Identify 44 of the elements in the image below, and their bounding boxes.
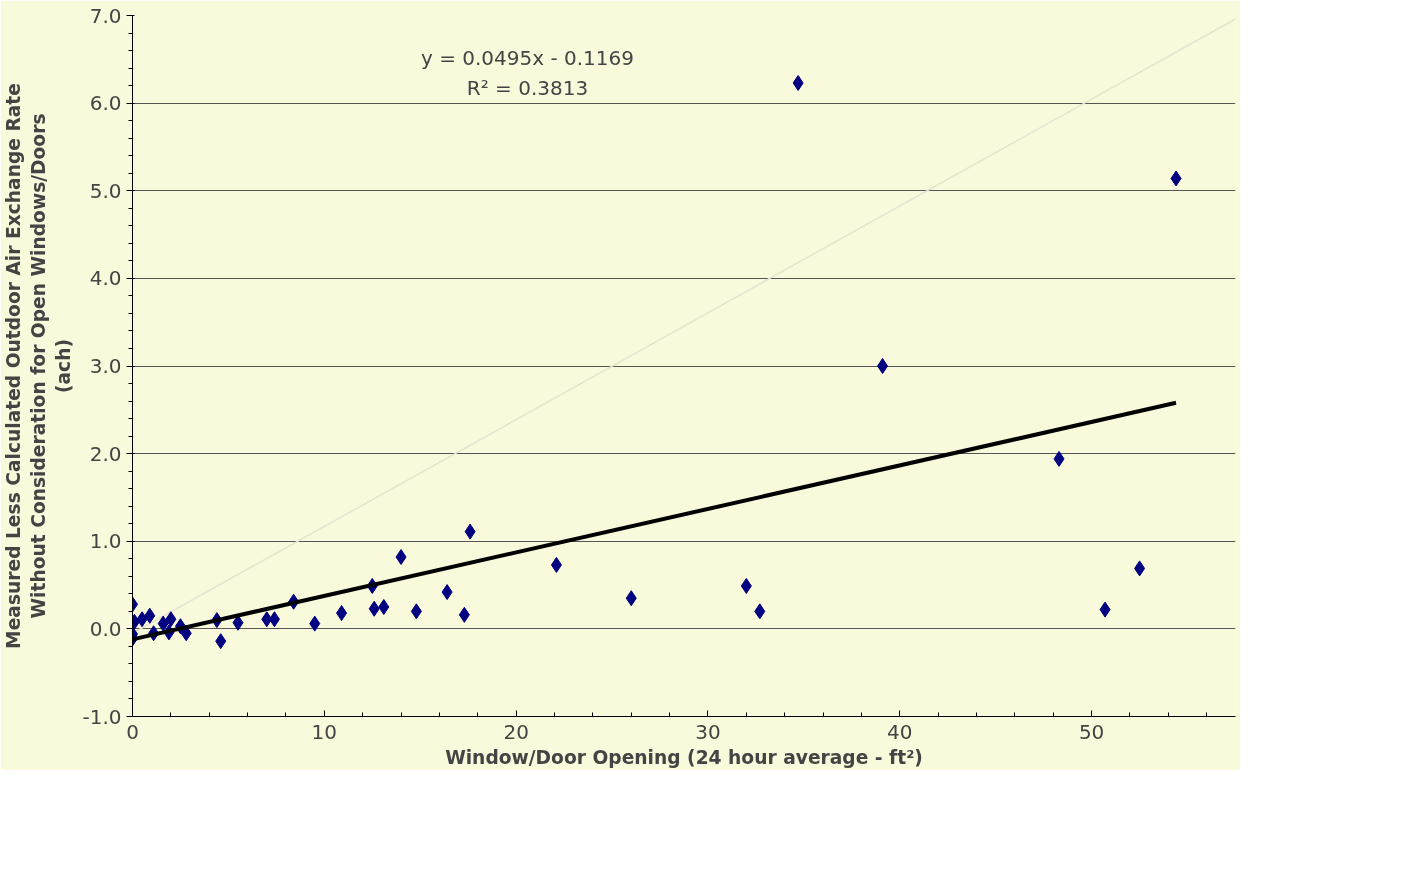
y-tick-label: 0.0: [89, 616, 122, 641]
point: [1053, 450, 1065, 467]
point: [336, 605, 348, 622]
x-axis-title: Window/Door Opening (24 hour average - ft²): [445, 746, 923, 768]
y-tick-label: 2.0: [89, 441, 122, 466]
point: [157, 615, 169, 632]
x-tick-label: 30: [695, 719, 721, 744]
point: [144, 607, 156, 624]
y-tick-label: 3.0: [89, 354, 122, 378]
point: [136, 611, 148, 628]
point: [378, 598, 390, 615]
point: [368, 600, 380, 617]
y-tick-label: 1.0: [89, 529, 122, 554]
point: [268, 611, 280, 628]
y-tick-label: 6.0: [89, 91, 122, 116]
point: [740, 577, 752, 594]
x-tick-label: 40: [887, 719, 913, 744]
point: [410, 603, 422, 620]
point: [458, 606, 470, 623]
point: [395, 549, 407, 566]
point: [165, 611, 177, 628]
point: [792, 74, 804, 91]
point: [1099, 601, 1111, 618]
point: [309, 615, 321, 632]
point: [550, 556, 562, 573]
point: [625, 590, 637, 607]
point: [464, 523, 476, 540]
x-tick-label: 0: [126, 719, 139, 744]
y-axis-title: Measured Less Calculated Outdoor Air Exchange Rate Without Consideration for Open Windows/Doors (ach): [3, 83, 75, 649]
annotation: y = 0.0495x - 0.1169: [420, 45, 635, 70]
point: [441, 584, 453, 601]
point: [1170, 170, 1182, 187]
y-tick-label: -1.0: [82, 704, 122, 729]
y-tick-label: 7.0: [89, 3, 122, 28]
y-tick-label: 5.0: [89, 178, 122, 203]
x-tick-label: 50: [1078, 719, 1105, 744]
point: [215, 633, 227, 650]
x-tick-label: 10: [311, 719, 338, 744]
point: [754, 603, 766, 620]
point: [1134, 560, 1146, 577]
annotation: R² = 0.3813: [466, 75, 589, 100]
point: [877, 358, 889, 374]
y-tick-label: 4.0: [89, 266, 122, 291]
x-tick-label: 20: [503, 719, 529, 744]
